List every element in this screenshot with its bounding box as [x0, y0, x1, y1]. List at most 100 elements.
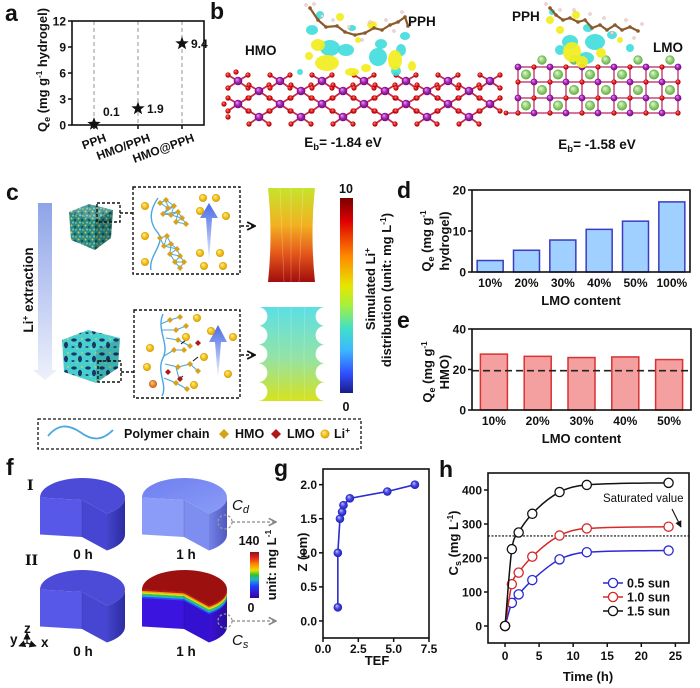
hmo-particle [165, 205, 171, 211]
y-tick-label: 1.5 [300, 512, 317, 526]
atom-carbon [590, 26, 594, 30]
x-axis-title: LMO content [542, 431, 622, 446]
probe-main: C [232, 632, 243, 649]
atom-lithium [665, 55, 675, 65]
atom-oxygen [456, 95, 462, 101]
atom-oxygen [330, 82, 336, 88]
hmo-particle [173, 219, 179, 225]
atom-hydrogen [410, 20, 414, 24]
legend-frame [37, 418, 362, 450]
atom-lithium [521, 100, 531, 111]
atom-oxygen [675, 110, 681, 116]
atom-manganese [546, 63, 554, 71]
legend-label-lmo: LMO [287, 427, 315, 441]
saturated-value-annotation: Saturated value [603, 493, 684, 505]
pph-molecule-right [544, 2, 644, 68]
label-rest: extraction [21, 247, 36, 315]
atom-oxygen [497, 85, 503, 91]
panel-f-simulation: I II 0 h 1 h 0 h 1 h Cd Cs 140 0 unit: m… [10, 478, 279, 659]
charge-depletion-isosurface [400, 32, 410, 40]
data-point [339, 500, 348, 510]
cut-face-right [82, 592, 107, 643]
cut-face-left [142, 497, 184, 537]
atom-oxygen [221, 101, 227, 107]
atom-lithium [665, 85, 675, 95]
atom-oxygen [414, 95, 420, 101]
charge-depletion-isosurface [297, 69, 303, 75]
atom-oxygen [372, 95, 378, 101]
axis-x-arrow [26, 640, 37, 648]
legend-label-li: Li+ [334, 425, 350, 441]
atom-oxygen [371, 72, 377, 78]
atom-carbon [388, 23, 392, 27]
charge-accumulation-isosurface [408, 61, 416, 71]
x-tick-label: 2.5 [350, 642, 367, 656]
hmo-particle [184, 386, 190, 392]
atom-manganese [464, 112, 474, 122]
energy-sub: b [567, 144, 573, 155]
cylinder-II-0h [40, 570, 126, 643]
li-ion [212, 194, 220, 202]
x-tick-label: 15 [601, 649, 615, 663]
cube-top-shade [69, 204, 113, 220]
atom-oxygen [225, 95, 231, 101]
charge-accumulation-isosurface [355, 37, 361, 43]
atom-oxygen [329, 72, 335, 78]
atom-oxygen [643, 79, 649, 85]
top-surface [142, 478, 228, 514]
atom-oxygen [351, 85, 357, 91]
atom-oxygen [393, 85, 399, 91]
atom-hydrogen [572, 8, 576, 12]
energy-symbol: E [558, 137, 567, 152]
cube-left-face [62, 340, 96, 383]
atom-oxygen [627, 64, 633, 70]
title-sup: + [362, 248, 372, 253]
atom-manganese [422, 112, 432, 122]
atom-manganese [380, 112, 390, 122]
hmo-particle [161, 243, 167, 249]
plot-frame [471, 189, 691, 273]
atom-carbon [372, 26, 376, 30]
y-tick-label: 0 [59, 118, 66, 132]
atom-carbon [406, 24, 410, 28]
charge-depletion-isosurface [320, 40, 340, 56]
data-point [513, 589, 524, 600]
charge-depletion-isosurface [375, 39, 387, 49]
atom-manganese [422, 86, 432, 96]
li-ion [182, 333, 190, 341]
pph-label-right: PPH [512, 9, 540, 24]
atom-oxygen [246, 95, 252, 101]
hmo-particle [174, 246, 180, 252]
cut-face-right [82, 500, 107, 551]
charge-accumulation-isosurface [345, 68, 359, 76]
atom-oxygen [434, 121, 440, 127]
li-ion [143, 363, 151, 371]
colorbar-title-line2: distribution (unit: mg L-1) [378, 213, 394, 367]
x-tick-label: 50% [657, 414, 681, 428]
probe-label-cs: Cs [232, 632, 249, 651]
ylabel-sub: s [453, 561, 463, 566]
atom-manganese [338, 112, 348, 122]
label-main: Li [21, 321, 36, 333]
colorbar-min: 0 [248, 601, 255, 615]
atom-manganese [401, 76, 411, 86]
y-tick-label: 20 [453, 363, 467, 377]
streamlines-bottom [277, 306, 306, 402]
ylabel-main: Q [419, 262, 434, 272]
atom-lithium [553, 69, 563, 80]
charge-accumulation-isosurface [311, 39, 325, 51]
y-axis-title-line2: hydrogel) [437, 211, 452, 270]
atom-manganese [254, 86, 264, 96]
charge-depletion-isosurface [306, 25, 318, 35]
legend-marker [607, 577, 619, 589]
legend-polymer-chain-symbol [47, 425, 114, 440]
colorbar-max: 10 [339, 182, 353, 196]
atom-carbon [554, 13, 558, 17]
axis-x-label: x [41, 635, 49, 650]
atom-manganese [275, 99, 285, 109]
legend-label: 0.5 sun [627, 577, 670, 591]
atom-oxygen [611, 79, 617, 85]
x-tick-label: 40% [587, 276, 611, 290]
atom-oxygen [497, 72, 503, 78]
